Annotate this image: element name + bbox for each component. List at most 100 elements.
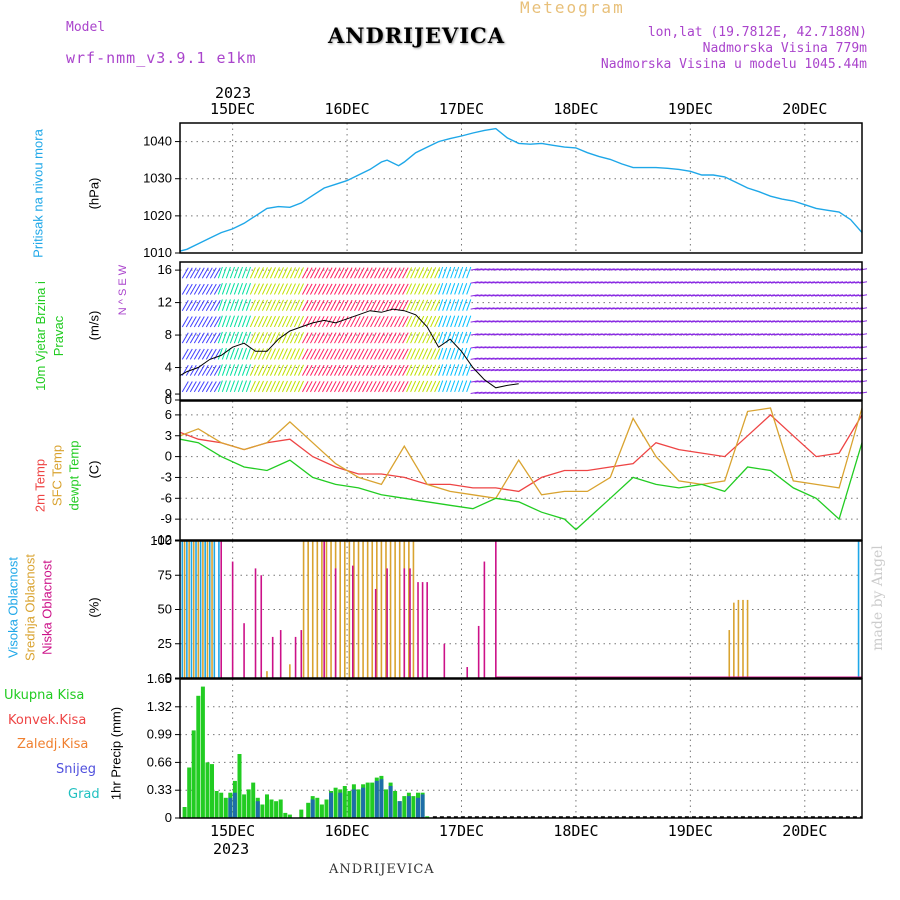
wind-barb (594, 333, 603, 336)
wind-barb (686, 320, 695, 323)
wind-barb (750, 320, 759, 323)
wind-barb (582, 357, 591, 360)
wind-barb (490, 380, 499, 383)
wind-barb (534, 346, 543, 349)
wind-barb (690, 333, 699, 336)
wind-barb (714, 320, 723, 323)
wind-barb (514, 368, 523, 372)
wind-barb (835, 294, 844, 297)
wind-barb (398, 348, 405, 360)
wind-barb (790, 333, 799, 336)
wind-barb (570, 357, 579, 360)
wind-barb (434, 380, 441, 393)
wind-barb (181, 381, 189, 393)
wind-barb (265, 267, 272, 279)
wind-barb (366, 299, 373, 311)
wind-barb (618, 307, 627, 310)
wind-barb (706, 368, 715, 372)
wind-barb (722, 281, 731, 284)
wind-barb (366, 267, 373, 279)
wind-barb (502, 391, 511, 394)
wind-barb (819, 307, 828, 310)
wind-barb (827, 368, 836, 372)
wind-barb (823, 380, 832, 383)
wind-barb (514, 320, 523, 323)
wind-barb (538, 281, 547, 284)
wind-barb (374, 348, 381, 360)
wind-barb (678, 346, 687, 349)
wind-barb (554, 294, 563, 297)
wind-tick-label: 0 (165, 392, 172, 407)
wind-barb (486, 357, 495, 360)
wind-barb (338, 299, 345, 311)
wind-barb (602, 391, 611, 394)
wind-barb (474, 380, 483, 383)
rain-bar (283, 812, 288, 818)
wind-barb (542, 281, 551, 284)
wind-barb (718, 294, 727, 297)
wind-barb (843, 333, 852, 336)
wind-barb (630, 357, 639, 360)
wind-barb (658, 320, 667, 323)
wind-barb (486, 320, 495, 323)
wind-barb (806, 357, 816, 360)
wind-barb (382, 283, 389, 295)
wind-barb (538, 333, 547, 336)
snow-bar (397, 801, 402, 818)
wind-barb (342, 381, 349, 393)
wind-barb (674, 333, 683, 336)
wind-barb (806, 333, 816, 336)
wind-barb (714, 380, 723, 383)
wind-barb (338, 283, 345, 295)
wind-barb (782, 380, 791, 383)
wind-barb (602, 357, 611, 360)
wind-barb (514, 357, 523, 360)
wind-barb (450, 283, 456, 295)
wind-barb (734, 333, 743, 336)
wind-barb (774, 333, 783, 336)
wind-barb (598, 294, 607, 297)
wind-barb (843, 281, 852, 284)
wind-barb (658, 346, 667, 349)
wind-barb (217, 380, 223, 393)
wind-barb (694, 320, 703, 323)
rain-bar (214, 791, 219, 818)
wind-barb (265, 348, 272, 360)
wind-barb (730, 268, 739, 271)
wind-barb (394, 348, 401, 360)
wind-barb (398, 267, 405, 279)
wind-barb (450, 299, 456, 311)
wind-barb (602, 368, 611, 372)
wind-barb (330, 364, 337, 376)
wind-barb (694, 380, 703, 383)
wind-barb (233, 364, 239, 376)
wind-barb (330, 299, 337, 311)
wind-barb (526, 368, 535, 372)
wind-barb (602, 346, 611, 349)
wind-barb (346, 267, 353, 279)
wind-barb (642, 391, 651, 394)
wind-barb (181, 348, 189, 360)
wind-barb (839, 391, 848, 394)
wind-barb (398, 381, 405, 393)
wind-barb (839, 333, 848, 336)
wind-barb (742, 307, 751, 310)
wind-barb (410, 348, 417, 360)
wind-barb (382, 267, 389, 279)
wind-barb (374, 364, 381, 376)
wind-barb (582, 346, 591, 349)
wind-barb (658, 268, 667, 271)
wind-barb (205, 316, 213, 328)
wind-barb (382, 299, 389, 311)
wind-barb (626, 368, 635, 372)
wind-barb (426, 380, 433, 393)
wind-barb (742, 368, 751, 372)
wind-barb (269, 283, 276, 295)
wind-barb (847, 294, 856, 297)
wind-barb (273, 283, 280, 295)
wind-barb (406, 315, 413, 328)
wind-barb (342, 348, 349, 360)
wind-barb (306, 283, 313, 295)
wind-barb (626, 281, 635, 284)
wind-barb (510, 391, 519, 394)
